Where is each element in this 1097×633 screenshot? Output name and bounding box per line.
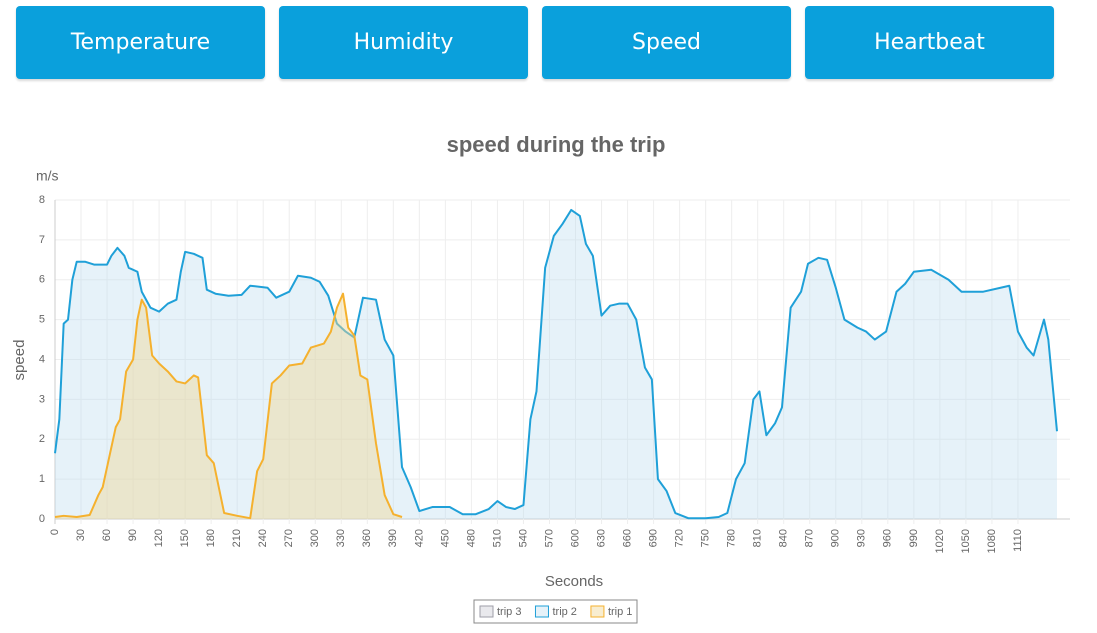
y-axis-label: speed	[11, 340, 28, 381]
nav-button[interactable]: Temperature	[16, 6, 265, 79]
legend-label: trip 3	[497, 606, 521, 618]
x-tick-label: 600	[569, 529, 581, 547]
y-tick-label: 2	[39, 433, 45, 445]
x-tick-label: 210	[231, 529, 243, 547]
y-tick-label: 1	[39, 473, 45, 485]
x-tick-label: 720	[674, 529, 686, 547]
legend-swatch	[534, 605, 549, 618]
x-tick-label: 810	[752, 529, 764, 547]
x-tick-label: 300	[309, 529, 321, 547]
y-tick-label: 8	[39, 194, 45, 206]
x-tick-label: 0	[49, 529, 61, 535]
legend-item[interactable]: trip 1	[590, 605, 632, 618]
series-area	[55, 293, 403, 519]
x-tick-label: 930	[856, 529, 868, 547]
x-tick-label: 660	[621, 529, 633, 547]
chart-title: speed during the trip	[447, 132, 666, 157]
legend-swatch	[479, 605, 494, 618]
x-tick-label: 690	[647, 529, 659, 547]
x-tick-label: 540	[517, 529, 529, 547]
y-tick-label: 3	[39, 393, 45, 405]
series-area	[55, 209, 1057, 519]
series-line	[54, 208, 1058, 520]
legend-box	[473, 599, 638, 624]
x-tick-label: 900	[830, 529, 842, 547]
x-tick-label: 270	[283, 529, 295, 547]
x-tick-label: 960	[882, 529, 894, 547]
x-tick-label: 1020	[934, 529, 946, 553]
x-tick-label: 180	[205, 529, 217, 547]
x-tick-label: 1110	[1012, 529, 1024, 552]
x-tick-label: 360	[361, 529, 373, 547]
series-line	[54, 292, 403, 520]
nav-button[interactable]: Heartbeat	[805, 6, 1054, 79]
x-tick-label: 570	[543, 529, 555, 547]
nav-button[interactable]: Speed	[542, 6, 791, 79]
x-tick-label: 1080	[986, 529, 998, 553]
x-tick-label: 420	[413, 529, 425, 547]
x-tick-label: 840	[778, 529, 790, 547]
y-unit: m/s	[36, 168, 59, 184]
legend-swatch	[590, 605, 605, 618]
y-tick-label: 7	[39, 234, 45, 246]
y-tick-label: 0	[39, 513, 45, 525]
x-tick-label: 330	[335, 529, 347, 547]
x-tick-label: 510	[491, 529, 503, 547]
x-axis-label: Seconds	[545, 573, 603, 590]
x-tick-label: 480	[465, 529, 477, 547]
x-tick-label: 750	[700, 529, 712, 547]
legend-label: trip 1	[608, 606, 632, 618]
legend-item[interactable]: trip 2	[534, 605, 577, 618]
nav-button[interactable]: Humidity	[279, 6, 528, 79]
x-tick-label: 60	[101, 529, 113, 541]
x-tick-label: 990	[908, 529, 920, 547]
x-tick-label: 1050	[960, 529, 972, 553]
legend-label: trip 2	[552, 606, 576, 618]
y-tick-label: 6	[39, 274, 45, 286]
x-tick-label: 780	[726, 529, 738, 547]
x-tick-label: 870	[804, 529, 816, 547]
x-tick-label: 90	[127, 529, 139, 541]
x-tick-label: 450	[439, 529, 451, 547]
x-tick-label: 120	[153, 529, 165, 547]
x-tick-label: 240	[257, 529, 269, 547]
x-tick-label: 390	[387, 529, 399, 547]
y-tick-label: 4	[39, 353, 45, 365]
x-tick-label: 30	[75, 529, 87, 541]
x-tick-label: 630	[595, 529, 607, 547]
y-tick-label: 5	[39, 314, 45, 326]
legend-item[interactable]: trip 3	[479, 605, 521, 618]
x-tick-label: 150	[179, 529, 191, 547]
